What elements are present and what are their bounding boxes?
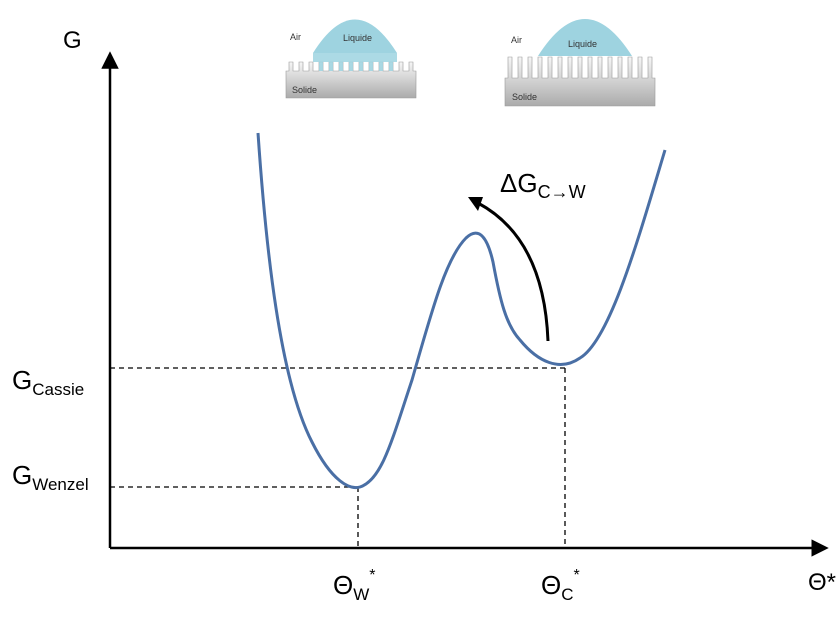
inset-wenzel-solid-label: Solide <box>292 85 317 95</box>
inset-cassie-solid <box>504 56 656 107</box>
inset-wenzel-droplet-in-texture <box>313 53 397 71</box>
inset-wenzel-air-label: Air <box>290 32 301 42</box>
inset-cassie-solid-label: Solide <box>512 92 537 102</box>
x-axis-label: Θ* <box>808 569 836 596</box>
inset-wenzel-liquid-label: Liquide <box>343 33 372 43</box>
transition-arrow <box>477 201 550 342</box>
inset-cassie-liquid-label: Liquide <box>568 39 597 49</box>
inset-cassie-air-label: Air <box>511 35 522 45</box>
transition-arrowhead <box>468 197 483 211</box>
g-wenzel-label: GWenzel <box>12 460 89 494</box>
theta-wenzel-label: ΘW* <box>333 567 376 604</box>
inset-wenzel-droplet <box>313 19 397 53</box>
g-cassie-label: GCassie <box>12 365 84 399</box>
transition-energy-label: ΔGC→W <box>500 168 586 202</box>
y-axis-label: G <box>63 27 82 54</box>
free-energy-curve <box>256 132 667 490</box>
inset-cassie-droplet <box>538 19 632 56</box>
inset-cassie-state: Air Liquide Solide <box>504 19 656 107</box>
inset-wenzel-state: Air Liquide Solide <box>285 19 417 99</box>
theta-cassie-label: ΘC* <box>541 567 580 604</box>
